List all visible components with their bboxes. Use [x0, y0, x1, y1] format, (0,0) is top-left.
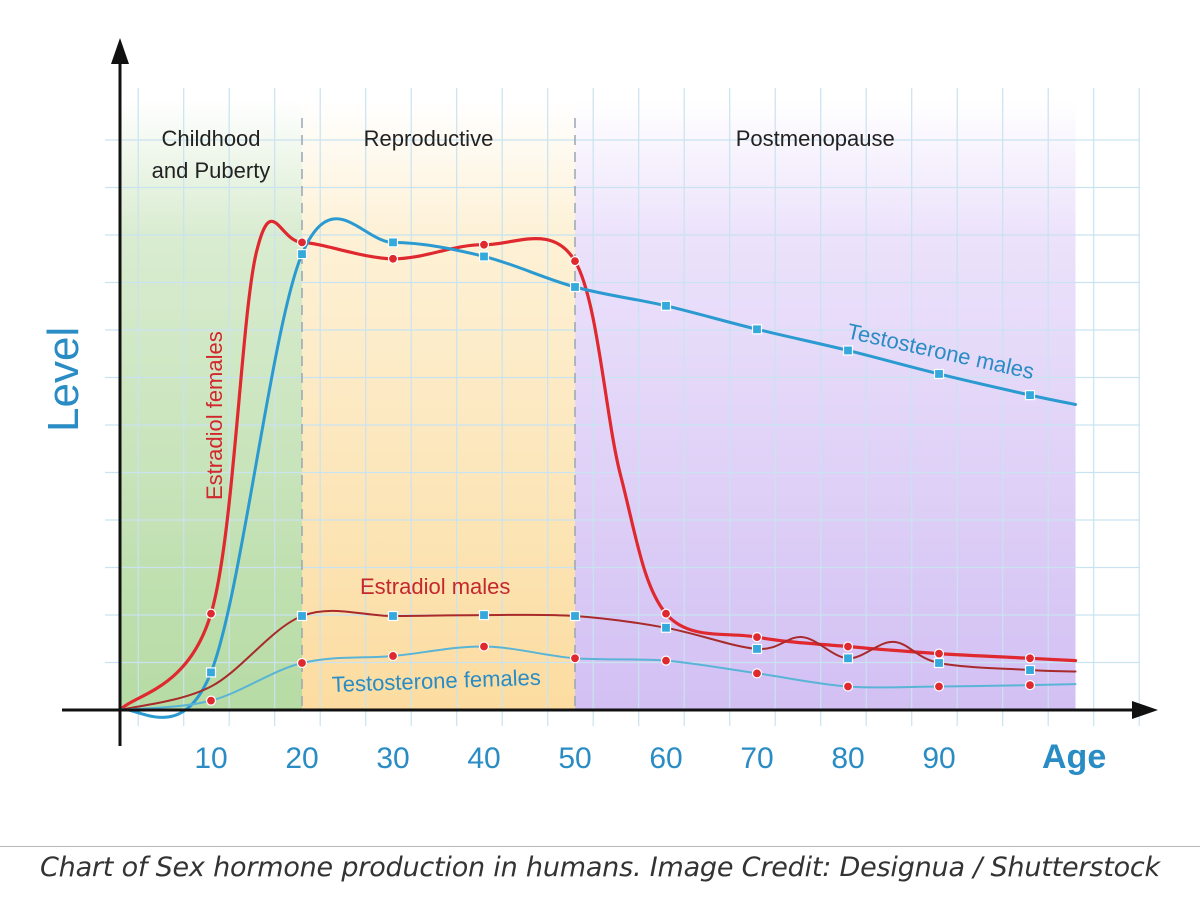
region-band-2 [302, 100, 575, 710]
region-band-3 [575, 100, 1076, 710]
x-axis-label: Age [1042, 738, 1106, 776]
marker-testosterone-males [569, 281, 581, 293]
marker-estradiol-females [1024, 653, 1036, 664]
marker-testosterone-males [296, 249, 308, 260]
marker-estradiol-males [296, 610, 308, 622]
marker-estradiol-females [660, 608, 672, 619]
marker-testosterone-males [660, 300, 672, 311]
y-axis-arrow [111, 38, 129, 64]
figure-caption: Chart of Sex hormone production in human… [40, 852, 1160, 883]
marker-testosterone-females [751, 668, 763, 679]
marker-estradiol-males [842, 653, 854, 664]
marker-testosterone-males [1024, 390, 1036, 401]
marker-estradiol-females [569, 256, 581, 267]
x-tick-label: 60 [649, 742, 682, 775]
marker-testosterone-females [569, 653, 581, 664]
x-tick-label: 80 [831, 742, 864, 775]
x-tick-label: 70 [740, 742, 773, 775]
region-label-3: Postmenopause [736, 126, 895, 151]
x-axis-arrow [1132, 701, 1158, 719]
series-label-estradiol-males: Estradiol males [360, 574, 510, 599]
marker-testosterone-females [933, 681, 945, 692]
y-axis-label: Level [39, 327, 88, 432]
marker-testosterone-females [205, 695, 217, 706]
x-tick-label: 40 [467, 742, 500, 775]
marker-estradiol-females [751, 632, 763, 643]
marker-testosterone-males [387, 237, 399, 248]
x-tick-label: 10 [194, 742, 227, 775]
x-tick-label: 90 [922, 742, 955, 775]
marker-testosterone-females [660, 655, 672, 666]
marker-estradiol-females [933, 648, 945, 659]
marker-testosterone-males [933, 368, 945, 380]
marker-testosterone-females [296, 657, 308, 669]
marker-estradiol-males [478, 609, 490, 621]
marker-estradiol-females [387, 253, 399, 264]
marker-testosterone-females [1024, 679, 1036, 691]
marker-estradiol-females [205, 608, 217, 619]
marker-estradiol-females [296, 237, 308, 248]
marker-estradiol-males [933, 657, 945, 669]
marker-estradiol-males [1024, 664, 1036, 676]
caption-divider [0, 846, 1200, 847]
hormone-chart: Childhood and Puberty Reproductive Postmeno… [39, 38, 1158, 776]
marker-estradiol-females [842, 641, 854, 652]
marker-estradiol-males [751, 643, 763, 655]
x-tick-label: 20 [285, 742, 318, 775]
marker-testosterone-females [478, 641, 490, 652]
marker-testosterone-males [842, 345, 854, 356]
marker-testosterone-males [478, 251, 490, 262]
x-tick-label: 30 [376, 742, 409, 775]
series-label-estradiol-females: Estradiol females [202, 331, 227, 500]
region-label-1: Childhood and Puberty [152, 126, 271, 183]
marker-testosterone-females [842, 681, 854, 692]
marker-estradiol-males [569, 610, 581, 622]
x-tick-label: 50 [558, 742, 591, 775]
marker-testosterone-males [751, 324, 763, 335]
marker-testosterone-males [205, 667, 217, 678]
marker-testosterone-females [387, 650, 399, 662]
marker-estradiol-males [660, 622, 672, 633]
marker-estradiol-females [478, 239, 490, 250]
series-line-testosterone-males [118, 217, 1077, 719]
marker-estradiol-males [387, 610, 399, 622]
region-label-2: Reproductive [364, 126, 494, 151]
